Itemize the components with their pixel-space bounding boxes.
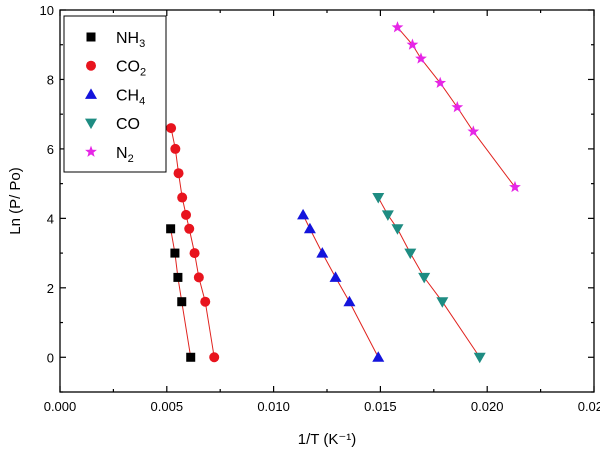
data-point-ch4-2 [303,222,316,234]
legend-marker-co [85,118,97,130]
data-point-ch4-1 [297,208,310,220]
legend-label-main: CO [116,116,140,133]
legend-marker-nh3 [86,32,96,42]
data-point-co-3 [391,224,404,235]
axis-ticks [59,9,595,393]
data-point-n2-1 [391,21,404,33]
data-point-co2-5 [181,209,192,220]
legend-label-co2: CO2 [116,59,146,79]
fit-line-nh3 [170,228,192,358]
data-point-co2-7 [189,248,200,259]
y-tick-label: 6 [47,142,54,157]
data-point-n2-2 [406,38,419,50]
data-point-co2-4 [177,192,188,203]
data-point-co-2 [381,210,394,221]
data-point-co-5 [418,272,431,284]
data-point-ch4-3 [316,247,329,258]
x-tick-label: 0.025 [578,399,600,414]
legend-box [63,15,167,173]
data-point-n2-6 [467,125,480,137]
x-tick-label: 0.010 [257,399,290,414]
y-tick-label: 2 [47,281,54,296]
data-point-co2-6 [184,223,195,234]
data-point-nh3-4 [177,297,187,307]
x-tick-label: 0.020 [471,399,504,414]
data-point-co2-10 [209,352,220,363]
data-point-ch4-5 [343,295,356,307]
y-tick-label: 0 [47,350,54,365]
legend-label-main: CO [116,59,140,76]
legend-label-subscript: 2 [140,67,146,79]
data-point-nh3-1 [166,224,176,234]
legend-label-subscript: 4 [139,95,145,107]
data-point-n2-7 [509,180,521,193]
fit-lines [170,27,516,358]
data-point-co-6 [436,297,449,308]
data-point-co2-3 [173,168,184,179]
y-tick-label: 8 [47,72,54,87]
x-tick-label: 0.005 [151,399,184,414]
legend-label-subscript: 3 [139,38,145,50]
legend-marker-co2 [86,60,96,71]
legend-label-n2: N2 [116,145,134,165]
data-point-ch4-6 [372,351,385,362]
data-point-nh3-2 [170,248,180,258]
data-point-n2-4 [434,76,447,88]
fit-line-co2 [170,127,215,358]
fit-line-co [377,197,481,358]
data-point-co-1 [372,193,385,204]
data-point-co2-2 [170,143,181,154]
data-point-co2-1 [166,123,177,134]
data-point-ch4-4 [329,271,342,282]
data-point-n2-3 [415,52,427,64]
legend-label-co: CO [116,116,140,133]
legend-marker-n2 [85,145,97,157]
data-point-nh3-5 [186,352,196,362]
legend-label-subscript: 2 [128,153,134,165]
legend-label-main: NH [116,30,139,47]
data-point-co2-9 [200,296,211,307]
data-point-co-7 [473,352,486,364]
x-tick-label: 0.000 [44,399,77,414]
data-point-co2-8 [193,272,204,283]
tick-labels: 0.000 0.005 0.010 0.015 0.020 0.025 0 2 4 6 8 10 [40,3,600,414]
fit-line-ch4 [302,214,379,358]
legend-label-nh3: NH3 [116,30,145,50]
legend-label-main: N [116,145,128,162]
data-point-co-4 [404,248,417,260]
legend-label-main: CH [116,87,139,104]
legend-marker-ch4 [85,88,97,99]
data-point-n2-5 [451,101,464,113]
y-tick-label: 4 [47,211,54,226]
legend-label-ch4: CH4 [116,87,145,107]
x-axis-title: 1/T (K⁻¹) [298,431,356,448]
data-markers [166,21,521,364]
x-tick-label: 0.015 [364,399,397,414]
y-tick-label: 10 [40,3,54,18]
data-point-nh3-3 [173,272,183,282]
y-axis-title: Ln (P/ Po) [7,167,24,235]
